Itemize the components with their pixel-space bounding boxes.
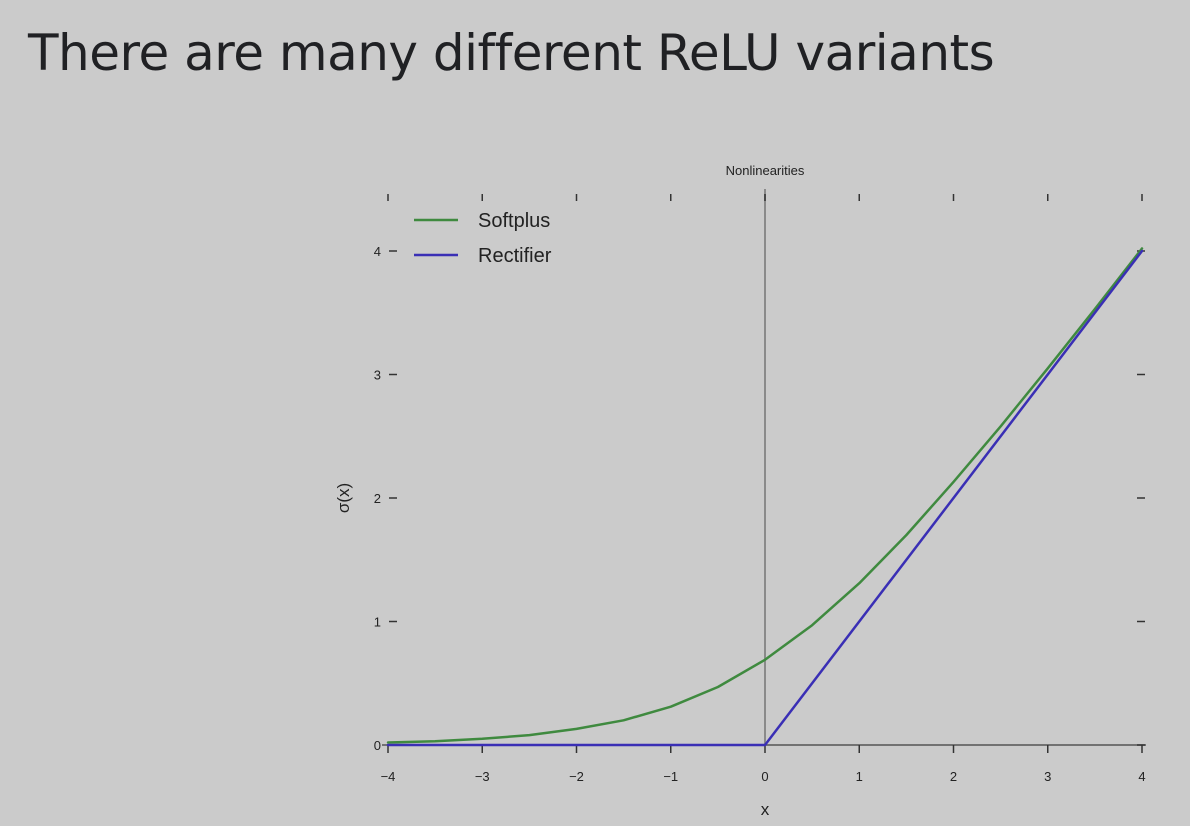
y-tick-label: 0	[374, 738, 381, 753]
axis-ticks: −4 −3 −2 −1 0 1 2 3 4 0 1 2 3 4	[374, 194, 1146, 784]
slide-title: There are many different ReLU variants	[28, 24, 995, 82]
y-tick-label: 1	[374, 615, 381, 630]
y-axis-label: σ(x)	[334, 483, 353, 513]
y-tick-label: 3	[374, 368, 381, 383]
x-tick-label: 0	[761, 769, 768, 784]
x-tick-label: −3	[475, 769, 490, 784]
x-tick-label: 4	[1138, 769, 1145, 784]
x-tick-label: 2	[950, 769, 957, 784]
y-tick-label: 4	[374, 244, 381, 259]
x-tick-label: −1	[663, 769, 678, 784]
x-axis-label: x	[761, 800, 770, 819]
x-tick-label: 1	[856, 769, 863, 784]
legend-label: Rectifier	[478, 245, 552, 267]
series-layer	[386, 247, 1144, 747]
chart-title: Nonlinearities	[726, 163, 805, 178]
legend: Softplus Rectifier	[414, 210, 552, 267]
series-line-rectifier	[386, 249, 1144, 747]
x-tick-label: −4	[381, 769, 396, 784]
y-tick-label: 2	[374, 491, 381, 506]
legend-label: Softplus	[478, 210, 550, 232]
x-tick-label: 3	[1044, 769, 1051, 784]
series-line-softplus	[386, 247, 1144, 744]
x-tick-label: −2	[569, 769, 584, 784]
